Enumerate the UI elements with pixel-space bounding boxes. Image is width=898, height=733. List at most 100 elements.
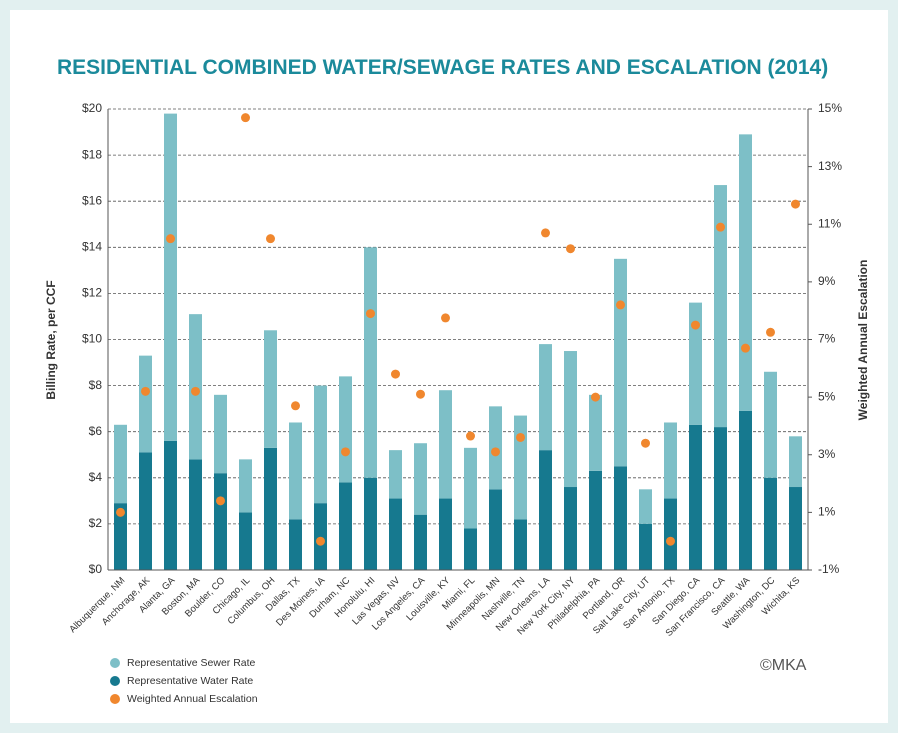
bar-segment [164, 440, 177, 570]
bar-segment [489, 489, 502, 570]
bar-segment [514, 519, 527, 570]
y2-tick-label: 1% [818, 505, 836, 519]
escalation-dot [466, 431, 475, 441]
bar-segment [514, 415, 527, 520]
escalation-dot [666, 536, 675, 546]
bar-segment [339, 376, 352, 483]
bar-segment [364, 247, 377, 478]
escalation-dot [716, 222, 725, 232]
escalation-dot [516, 432, 525, 442]
escalation-dot [741, 343, 750, 353]
bar-segment [639, 489, 652, 524]
y2-tick-label: 9% [818, 274, 836, 288]
legend-label: Representative Sewer Rate [127, 657, 256, 669]
bar-segment [764, 477, 777, 570]
y-tick-label: $4 [89, 470, 103, 484]
escalation-dot [341, 447, 350, 457]
bar-segment [739, 134, 752, 411]
escalation-dot [166, 234, 175, 244]
bar-segment [664, 422, 677, 499]
bar-segment [564, 351, 577, 488]
y2-tick-label: 7% [818, 332, 836, 346]
bar-segment [464, 528, 477, 570]
escalation-dot [416, 389, 425, 399]
bar-segment [639, 523, 652, 570]
bar-segment [264, 447, 277, 570]
bar-segment [389, 450, 402, 499]
escalation-dot [191, 386, 200, 396]
escalation-dot [491, 447, 500, 457]
y-tick-label: $8 [89, 378, 103, 392]
bar-segment [214, 394, 227, 474]
bar-segment [239, 512, 252, 570]
credit: ©MKA [760, 657, 807, 674]
escalation-dot [116, 507, 125, 517]
bar-segment [289, 422, 302, 520]
bar-segment [189, 314, 202, 460]
legend-label: Representative Water Rate [127, 675, 253, 687]
y-tick-label: $6 [89, 424, 103, 438]
bar-segment [189, 459, 202, 570]
bar-segment [464, 447, 477, 529]
bar-segment [314, 385, 327, 504]
escalation-dot [566, 244, 575, 254]
bar-segment [289, 519, 302, 570]
y-tick-label: $12 [82, 286, 102, 300]
y-tick-label: $16 [82, 193, 102, 207]
bar-segment [614, 258, 627, 467]
escalation-dot [691, 320, 700, 330]
bar-segment [439, 498, 452, 570]
escalation-dot [441, 313, 450, 323]
escalation-dot [141, 386, 150, 396]
escalation-dot [241, 113, 250, 123]
y2-tick-label: 5% [818, 389, 836, 403]
escalation-dot [541, 228, 550, 238]
escalation-dot [316, 536, 325, 546]
bar-segment [414, 443, 427, 515]
bar-segment [139, 452, 152, 570]
bar-segment [414, 514, 427, 570]
y2-tick-label: 13% [818, 159, 842, 173]
y2-axis-label: Weighted Annual Escalation [856, 260, 870, 421]
bar-segment [764, 371, 777, 478]
y-tick-label: $14 [82, 239, 102, 253]
escalation-dot [591, 392, 600, 402]
bar-segment [389, 498, 402, 570]
bar-segment [239, 459, 252, 513]
escalation-dot [366, 309, 375, 319]
escalation-dot [266, 234, 275, 244]
escalation-dot [766, 327, 775, 337]
bar-segment [114, 503, 127, 570]
bar-segment [364, 477, 377, 570]
bar-segment [339, 482, 352, 570]
bar-segment [264, 330, 277, 448]
legend-label: Weighted Annual Escalation [127, 693, 258, 705]
escalation-dot [216, 496, 225, 506]
y-tick-label: $0 [89, 562, 103, 576]
bar-segment [789, 487, 802, 570]
legend-swatch [110, 658, 120, 668]
bar-segment [139, 355, 152, 453]
bar-segment [539, 450, 552, 570]
chart-title: RESIDENTIAL COMBINED WATER/SEWAGE RATES … [57, 56, 828, 79]
y2-tick-label: 3% [818, 447, 836, 461]
bar-segment [589, 470, 602, 570]
y-tick-label: $18 [82, 147, 102, 161]
bar-segment [689, 424, 702, 570]
bar-segment [114, 424, 127, 504]
escalation-dot [391, 369, 400, 379]
bar-segment [739, 410, 752, 570]
bar-segment [589, 394, 602, 471]
bar-segment [214, 473, 227, 570]
bar-segment [714, 185, 727, 428]
y-tick-label: $20 [82, 101, 102, 115]
escalation-dot [791, 199, 800, 209]
bar-segment [714, 427, 727, 570]
bar-segment [439, 390, 452, 499]
bar-segment [789, 436, 802, 488]
legend-swatch [110, 694, 120, 704]
escalation-dot [291, 401, 300, 411]
bar-segment [164, 113, 177, 441]
bar-segment [664, 498, 677, 570]
